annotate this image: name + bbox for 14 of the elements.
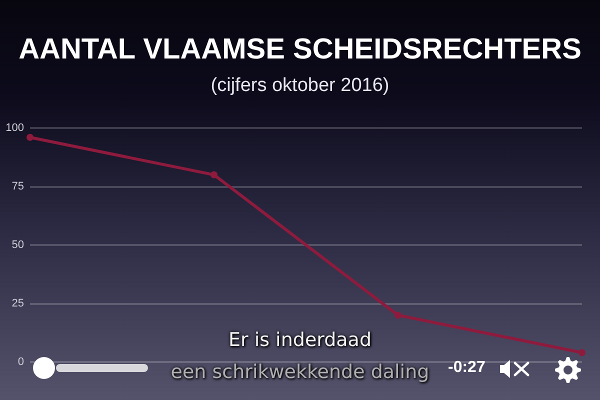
chart-subtitle: (cijfers oktober 2016) (210, 75, 390, 96)
point (394, 312, 402, 319)
annotation: -0:27 (448, 359, 486, 377)
y-tick-label: 25 (12, 298, 24, 310)
chart-title: AANTAL VLAAMSE SCHEIDSRECHTERS (18, 34, 582, 66)
y-tick-label: 75 (12, 180, 24, 192)
y-tick-label: 50 (12, 239, 24, 251)
point (210, 171, 218, 178)
point (26, 134, 34, 141)
annotation: een schrikwekkende daling (170, 361, 430, 383)
point (578, 349, 586, 356)
y-tick-label: 100 (6, 122, 24, 134)
annotation: Er is inderdaad (228, 329, 372, 351)
y-tick-label: 0 (18, 356, 24, 368)
